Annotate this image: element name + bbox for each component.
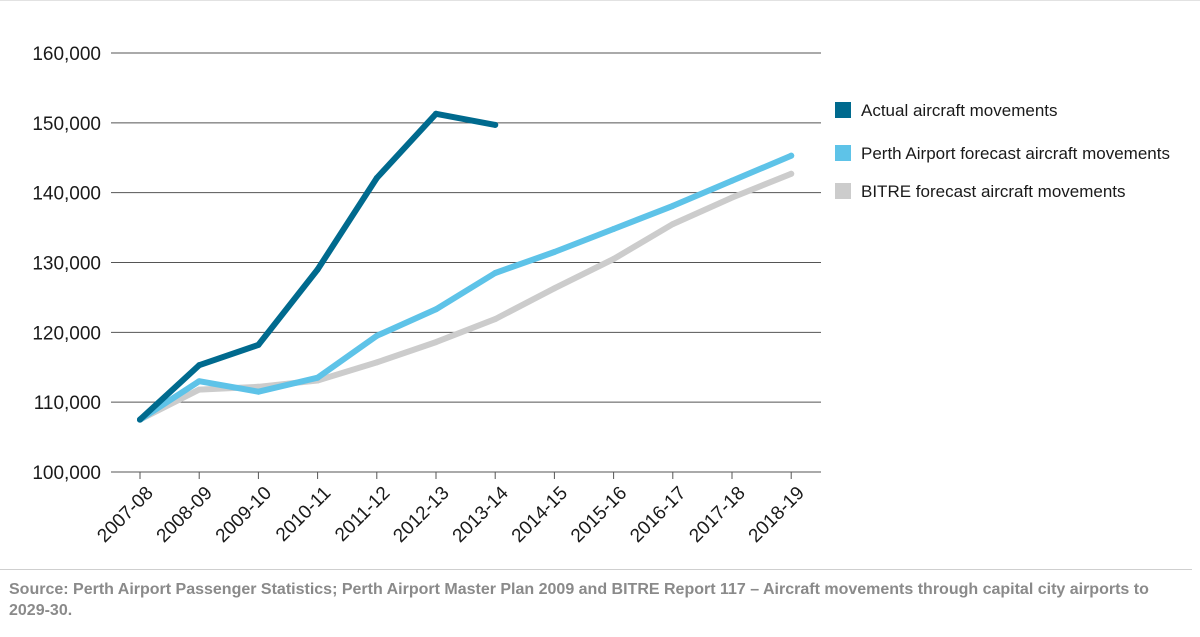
x-tick-label: 2007-08	[93, 483, 157, 547]
data-point	[314, 374, 321, 381]
y-tick-label: 100,000	[32, 463, 101, 484]
legend-swatch	[835, 145, 851, 161]
x-tick-label: 2008-09	[153, 483, 217, 547]
y-axis-tick-labels: 100,000 110,000 120,000 130,000 140,000 150,0…	[32, 44, 101, 484]
x-tick-label: 2012-13	[389, 483, 453, 547]
data-point	[492, 269, 499, 276]
data-point	[373, 175, 380, 182]
y-tick-label: 110,000	[34, 393, 101, 414]
series-line	[137, 152, 795, 423]
x-tick-label: 2017-18	[685, 483, 749, 547]
data-point	[137, 416, 143, 423]
x-tick-label: 2018-19	[745, 483, 809, 547]
y-tick-label: 120,000	[32, 323, 101, 344]
source-note: Source: Perth Airport Passenger Statisti…	[9, 581, 1149, 619]
data-point	[610, 256, 617, 263]
y-tick-label: 140,000	[32, 184, 101, 205]
legend-swatch	[835, 102, 851, 118]
legend: Actual aircraft movements Perth Airport f…	[835, 101, 1170, 201]
x-tick-label: 2011-12	[331, 483, 394, 546]
data-point	[373, 359, 380, 366]
data-point	[433, 110, 439, 117]
y-tick-label: 130,000	[32, 254, 101, 275]
x-tick-label: 2014-15	[508, 483, 572, 547]
data-point	[729, 194, 735, 201]
data-point	[255, 388, 262, 395]
data-point	[255, 341, 262, 348]
data-point	[610, 225, 617, 232]
data-point	[551, 249, 558, 256]
legend-label: Actual aircraft movements	[861, 101, 1058, 120]
x-tick-label: 2015-16	[567, 483, 631, 547]
data-point	[492, 121, 499, 128]
data-point	[196, 378, 203, 385]
grid-lines	[111, 52, 821, 473]
data-point	[196, 362, 203, 369]
data-point	[196, 386, 203, 393]
legend-label: BITRE forecast aircraft movements	[861, 182, 1126, 201]
series-line	[137, 170, 795, 423]
series-lines	[137, 110, 795, 423]
x-axis: 2007-082008-092009-102010-112011-122012-…	[93, 472, 809, 547]
data-point	[373, 332, 380, 339]
bottom-rule	[0, 569, 1192, 570]
legend-swatch	[835, 183, 851, 199]
x-tick-label: 2009-10	[212, 483, 276, 547]
legend-label: Perth Airport forecast aircraft movement…	[861, 144, 1170, 163]
x-tick-label: 2010-11	[272, 483, 335, 546]
x-tick-label: 2016-17	[626, 483, 690, 547]
y-tick-label: 160,000	[32, 44, 101, 65]
data-point	[669, 202, 676, 209]
data-point	[788, 152, 795, 159]
data-point	[492, 316, 499, 323]
data-point	[788, 170, 795, 177]
data-point	[669, 221, 676, 228]
y-tick-label: 150,000	[32, 114, 101, 135]
line-chart: 100,000 110,000 120,000 130,000 140,000 150,0…	[32, 44, 1170, 547]
data-point	[551, 285, 558, 292]
data-point	[433, 339, 439, 346]
data-point	[314, 266, 321, 273]
data-point	[433, 306, 439, 313]
top-rule	[0, 0, 1200, 1]
x-tick-label: 2013-14	[449, 482, 513, 546]
data-point	[729, 177, 735, 184]
